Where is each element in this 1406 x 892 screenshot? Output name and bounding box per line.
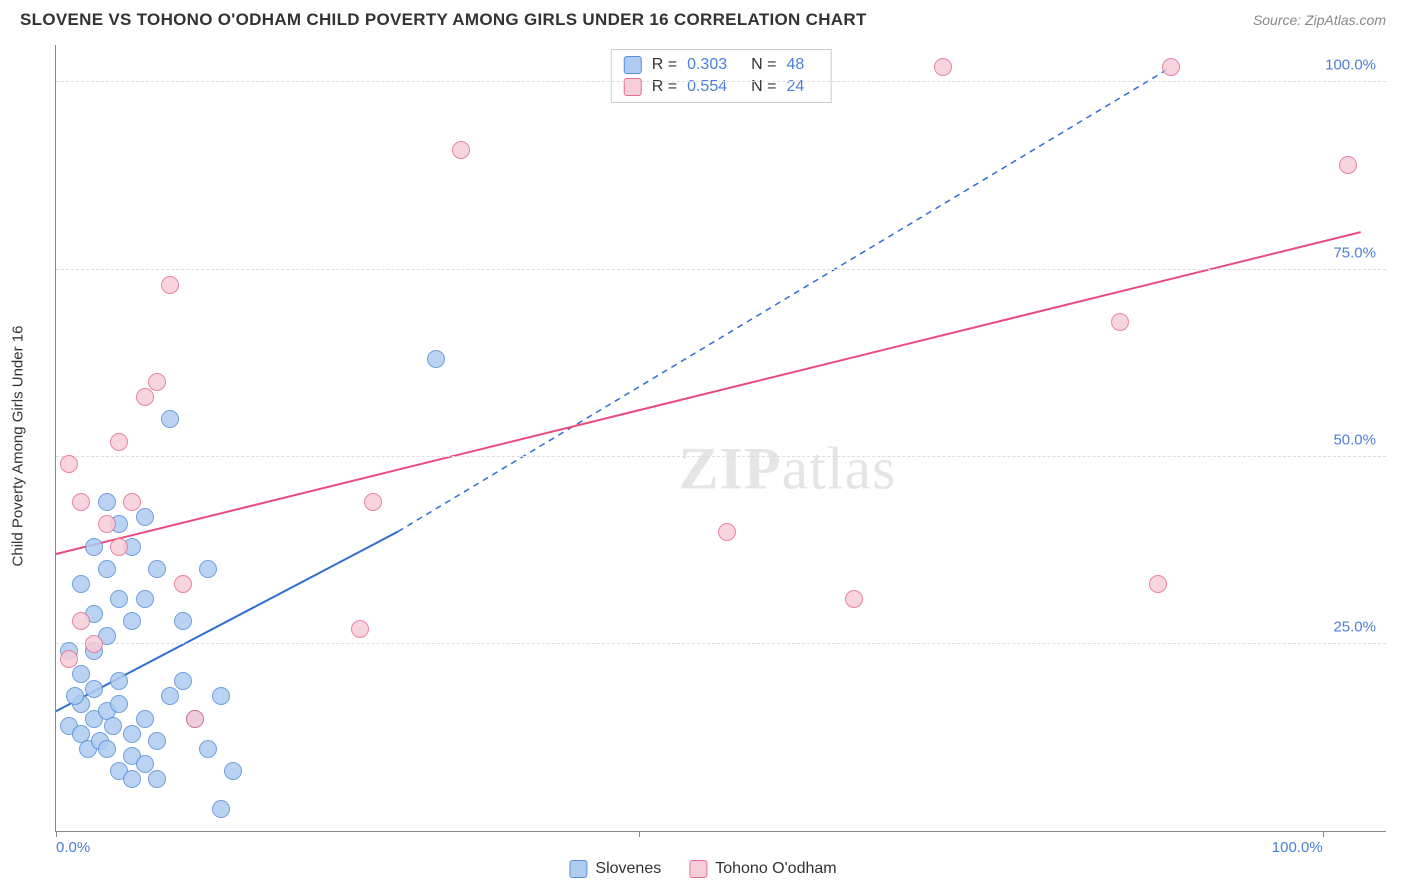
data-point (123, 770, 141, 788)
y-tick-label: 25.0% (1333, 618, 1376, 635)
data-point (148, 560, 166, 578)
data-point (136, 508, 154, 526)
trend-line (56, 532, 398, 712)
data-point (98, 740, 116, 758)
legend-swatch (569, 860, 587, 878)
correlation-legend: R = 0.303 N = 48 R = 0.554N = 24 (611, 49, 832, 103)
gridline (56, 81, 1386, 82)
trend-line (56, 232, 1361, 554)
x-tick-mark (639, 831, 640, 837)
data-point (1339, 156, 1357, 174)
source-label: Source: ZipAtlas.com (1253, 12, 1386, 28)
data-point (1111, 313, 1129, 331)
data-point (718, 523, 736, 541)
data-point (136, 590, 154, 608)
gridline (56, 643, 1386, 644)
data-point (174, 672, 192, 690)
data-point (110, 672, 128, 690)
data-point (110, 695, 128, 713)
legend-label: Tohono O'odham (715, 860, 836, 878)
data-point (85, 635, 103, 653)
data-point (1149, 575, 1167, 593)
data-point (72, 493, 90, 511)
data-point (452, 141, 470, 159)
gridline (56, 456, 1386, 457)
y-tick-label: 75.0% (1333, 244, 1376, 261)
trend-lines-svg (56, 45, 1386, 831)
data-point (161, 276, 179, 294)
data-point (934, 58, 952, 76)
data-point (136, 388, 154, 406)
data-point (110, 433, 128, 451)
x-tick-mark (1323, 831, 1324, 837)
legend-label: Slovenes (595, 860, 661, 878)
data-point (98, 515, 116, 533)
x-tick-label: 0.0% (56, 839, 90, 856)
data-point (123, 725, 141, 743)
data-point (60, 455, 78, 473)
chart-title: SLOVENE VS TOHONO O'ODHAM CHILD POVERTY … (20, 10, 867, 30)
legend-swatch (624, 56, 642, 74)
data-point (161, 410, 179, 428)
y-axis-label: Child Poverty Among Girls Under 16 (10, 326, 27, 567)
data-point (148, 770, 166, 788)
plot-area: R = 0.303N = 48R = 0.554N = 24 ZIPatlas … (55, 45, 1386, 832)
legend-item: Tohono O'odham (689, 860, 836, 878)
data-point (199, 740, 217, 758)
data-point (224, 762, 242, 780)
data-point (212, 800, 230, 818)
legend-swatch (689, 860, 707, 878)
legend-item: Slovenes (569, 860, 661, 878)
data-point (85, 680, 103, 698)
data-point (110, 538, 128, 556)
data-point (148, 732, 166, 750)
chart-header: SLOVENE VS TOHONO O'ODHAM CHILD POVERTY … (20, 10, 1386, 30)
data-point (72, 612, 90, 630)
data-point (98, 493, 116, 511)
trend-line-extrapolated (398, 67, 1171, 531)
data-point (85, 538, 103, 556)
y-tick-label: 50.0% (1333, 431, 1376, 448)
series-legend: Slovenes Tohono O'odham (569, 860, 836, 878)
data-point (104, 717, 122, 735)
data-point (186, 710, 204, 728)
data-point (161, 687, 179, 705)
data-point (60, 650, 78, 668)
stat-r-value: 0.303 (687, 56, 727, 74)
stat-n-label: N = (751, 56, 776, 74)
x-tick-mark (56, 831, 57, 837)
data-point (98, 560, 116, 578)
data-point (72, 575, 90, 593)
data-point (212, 687, 230, 705)
stat-n-value: 48 (786, 56, 804, 74)
legend-stat-row: R = 0.554N = 24 (624, 76, 819, 98)
data-point (845, 590, 863, 608)
data-point (1162, 58, 1180, 76)
data-point (136, 755, 154, 773)
data-point (123, 612, 141, 630)
data-point (72, 665, 90, 683)
data-point (174, 612, 192, 630)
data-point (351, 620, 369, 638)
data-point (66, 687, 84, 705)
x-tick-label: 100.0% (1272, 839, 1323, 856)
stat-r-label: R = (652, 56, 677, 74)
data-point (123, 493, 141, 511)
y-tick-label: 100.0% (1325, 57, 1376, 74)
data-point (174, 575, 192, 593)
gridline (56, 269, 1386, 270)
data-point (364, 493, 382, 511)
data-point (110, 590, 128, 608)
data-point (427, 350, 445, 368)
data-point (199, 560, 217, 578)
data-point (136, 710, 154, 728)
data-point (148, 373, 166, 391)
legend-stat-row: R = 0.303 N = 48 (624, 54, 819, 76)
